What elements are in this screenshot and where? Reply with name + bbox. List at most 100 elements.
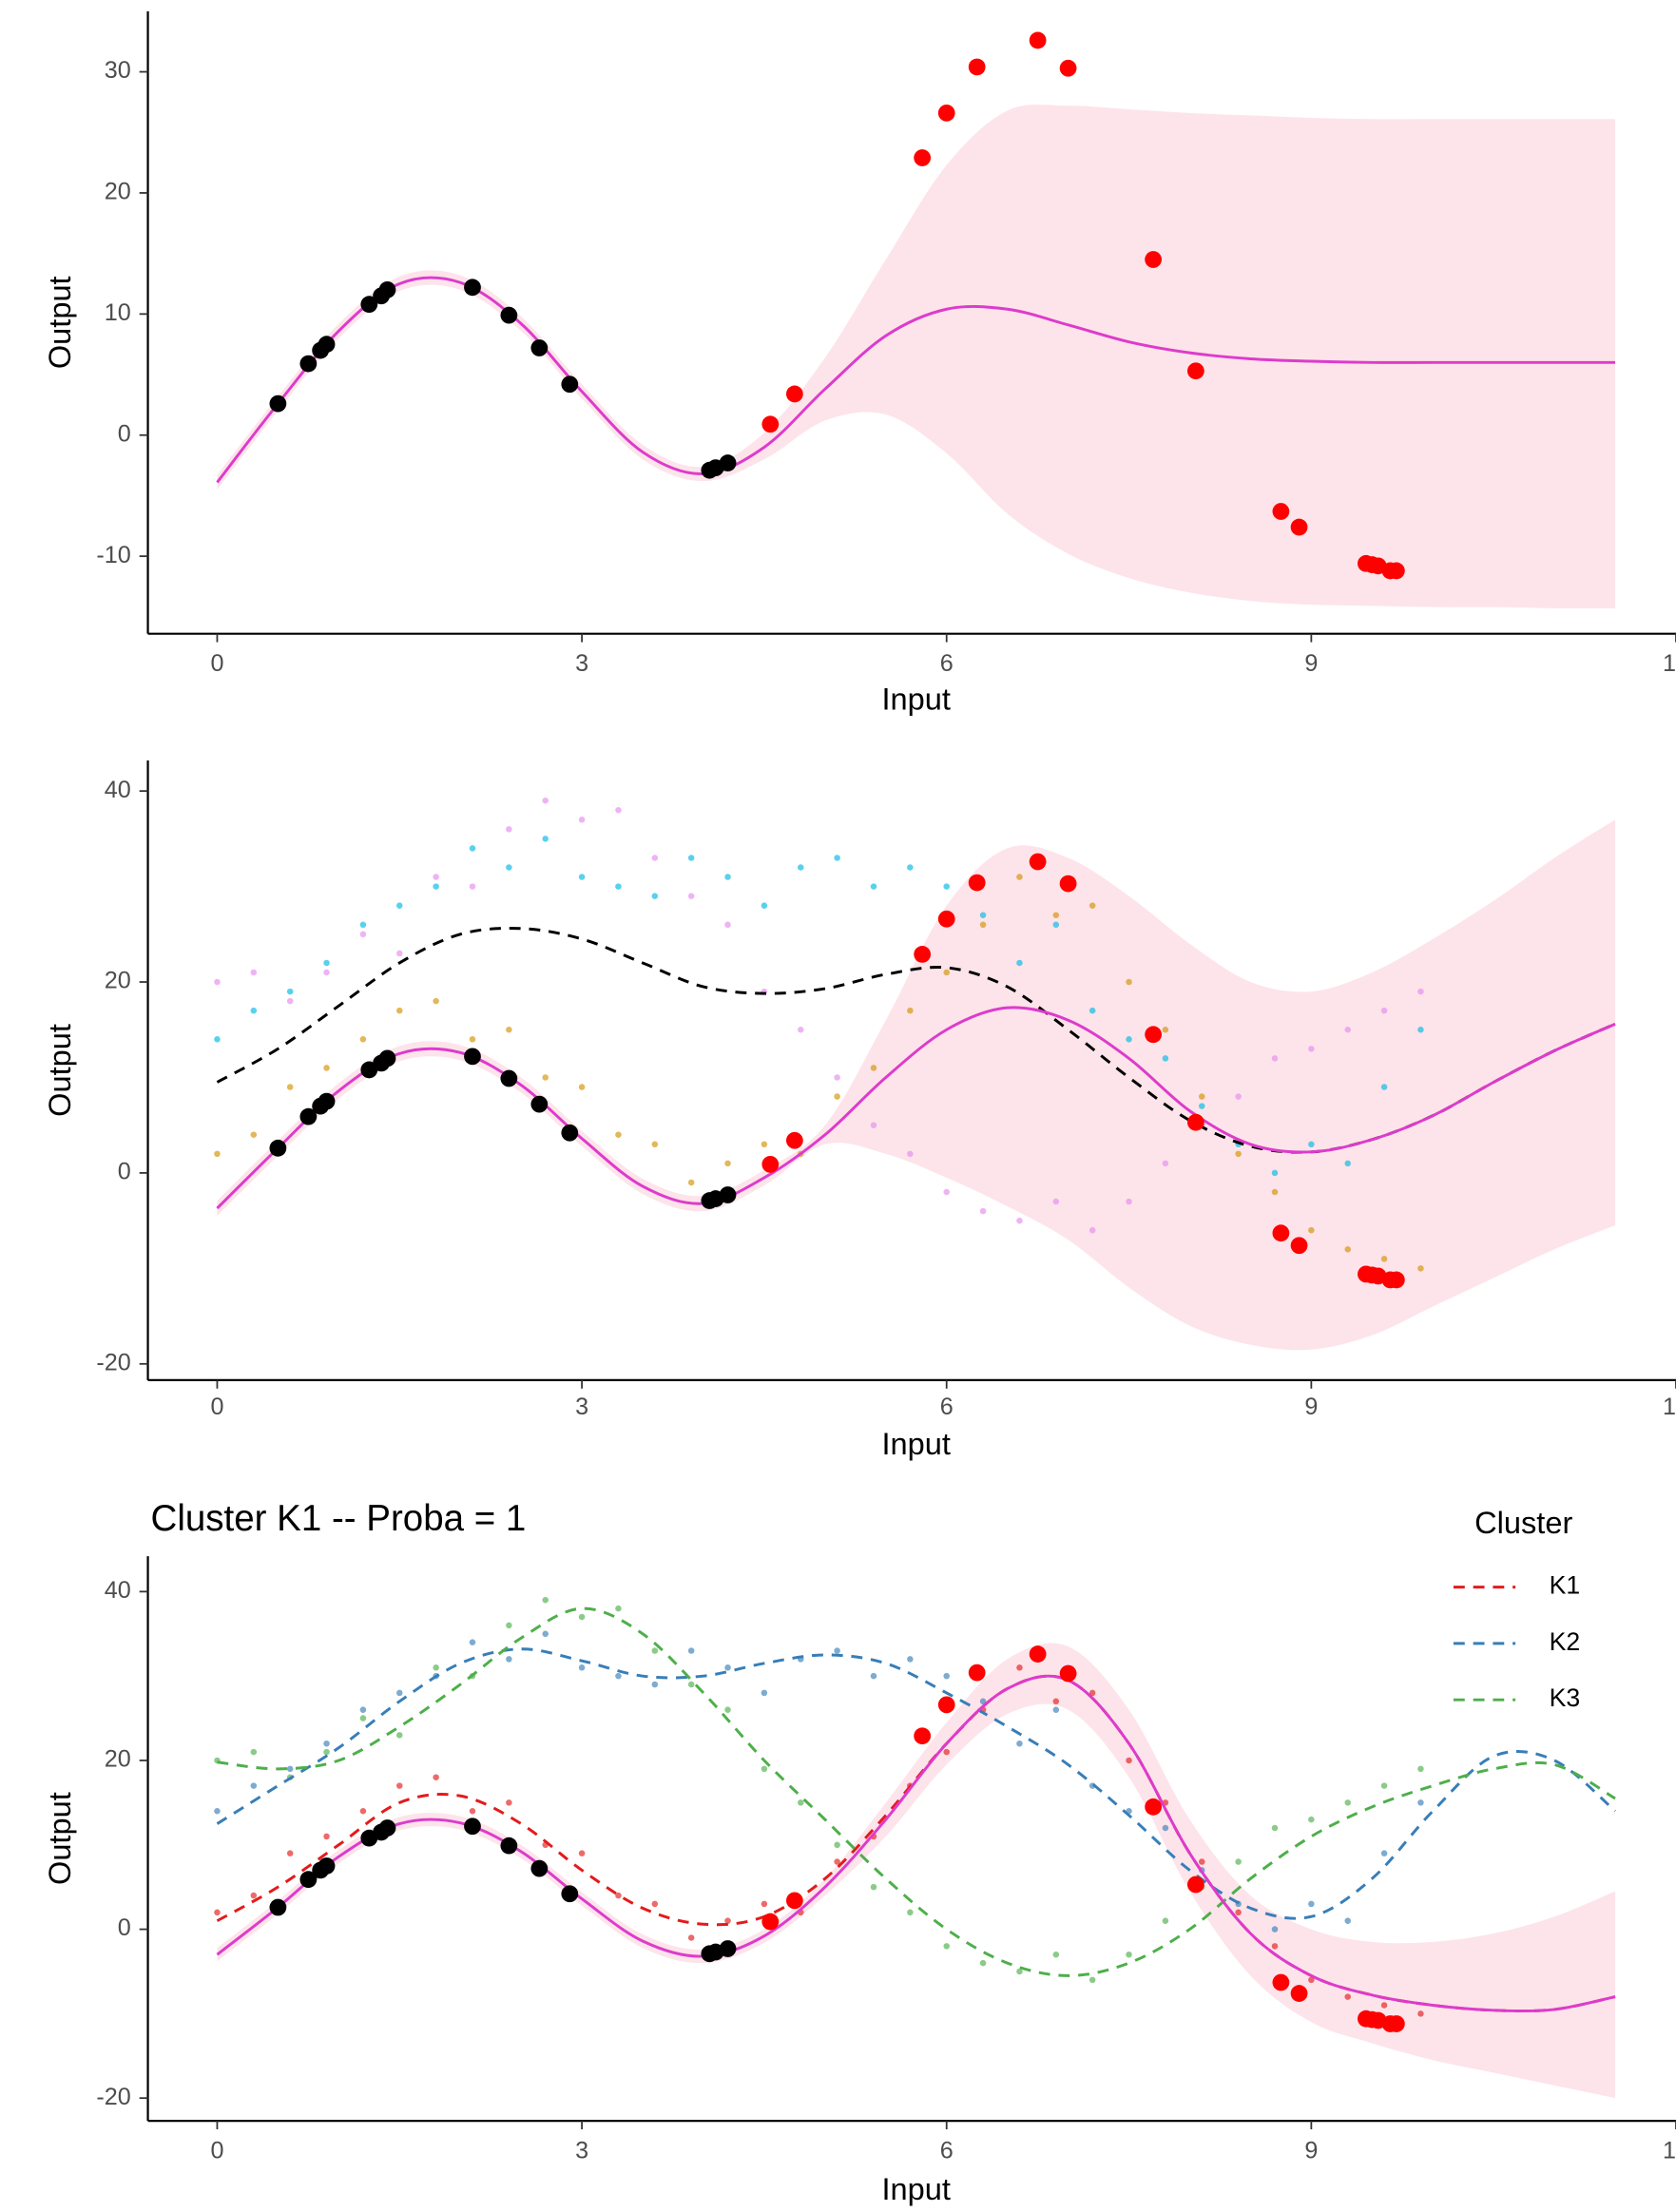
observation	[561, 375, 579, 394]
background-point	[578, 817, 586, 823]
observation	[719, 1940, 737, 1957]
background-point	[396, 1782, 403, 1789]
background-point	[286, 988, 294, 995]
background-point	[1308, 1976, 1315, 1984]
background-point	[1380, 1084, 1388, 1090]
background-point	[943, 1748, 950, 1756]
background-point	[724, 921, 731, 929]
observation	[318, 336, 336, 354]
background-point	[1380, 1850, 1388, 1856]
background-point	[1088, 1976, 1096, 1984]
background-point	[1417, 1799, 1424, 1806]
legend-title: Cluster	[1474, 1505, 1572, 1540]
background-point	[214, 1036, 221, 1043]
confidence-band	[217, 819, 1616, 1351]
background-point	[1199, 1103, 1205, 1109]
confidence-band	[217, 104, 1616, 609]
background-point	[798, 1799, 804, 1806]
background-point	[907, 1007, 914, 1014]
background-point	[979, 921, 987, 929]
observation	[1029, 853, 1047, 871]
background-point	[687, 1179, 695, 1186]
background-point	[943, 1943, 950, 1950]
background-point	[943, 969, 950, 976]
background-point	[469, 1639, 476, 1645]
x-tick-label: 3	[575, 2137, 588, 2164]
background-point	[1235, 1150, 1242, 1158]
observation	[914, 1727, 932, 1745]
x-tick-label: 9	[1304, 1394, 1318, 1420]
observation	[464, 279, 481, 297]
observation	[269, 1898, 287, 1916]
background-point	[469, 883, 476, 890]
background-point	[615, 1892, 622, 1899]
background-point	[250, 1131, 258, 1139]
background-point	[1235, 1858, 1242, 1865]
background-point	[651, 1681, 659, 1688]
x-tick-label: 0	[210, 2137, 223, 2164]
background-point	[1016, 959, 1023, 967]
background-point	[506, 864, 512, 871]
dashed-line	[217, 1606, 1616, 1977]
observation	[1059, 875, 1077, 893]
background-point	[1344, 1917, 1351, 1924]
observation	[1387, 562, 1405, 580]
observation	[378, 280, 396, 298]
background-point	[870, 1122, 877, 1128]
background-point	[687, 855, 695, 861]
legend-label: K3	[1550, 1683, 1581, 1712]
background-point	[687, 1647, 695, 1654]
background-point	[1199, 1858, 1205, 1865]
background-point	[433, 883, 439, 890]
observation	[937, 1696, 955, 1714]
background-point	[250, 1007, 258, 1014]
mean-line	[216, 276, 1616, 484]
background-point	[1308, 1226, 1315, 1234]
observation	[785, 385, 803, 403]
background-point	[1052, 921, 1060, 929]
background-point	[615, 1605, 622, 1612]
x-tick-label: 12	[1663, 1394, 1676, 1420]
background-point	[433, 1774, 439, 1780]
background-point	[798, 1026, 804, 1033]
background-point	[1126, 1757, 1132, 1764]
background-point	[1162, 1917, 1169, 1924]
y-tick-label: 40	[105, 777, 131, 803]
mean-line	[216, 1674, 1616, 2013]
background-point	[724, 1160, 731, 1167]
observation	[937, 104, 955, 122]
y-tick-label: 30	[105, 57, 131, 84]
observation	[360, 296, 378, 314]
background-point	[359, 931, 367, 938]
background-point	[1271, 1926, 1279, 1933]
confidence-band	[217, 1643, 1616, 2099]
observation	[761, 1155, 780, 1173]
y-tick-label: 20	[105, 179, 131, 205]
background-point	[323, 1748, 330, 1756]
background-point	[578, 1850, 586, 1856]
background-point	[1088, 902, 1096, 909]
background-point	[396, 902, 403, 909]
observation	[464, 1048, 481, 1066]
x-tick-label: 0	[210, 1394, 223, 1420]
background-point	[542, 797, 549, 804]
background-point	[1417, 1026, 1424, 1033]
background-point	[469, 1807, 476, 1815]
background-point	[214, 1150, 221, 1158]
observation	[937, 910, 955, 928]
background-point	[396, 1732, 403, 1739]
background-point	[323, 1740, 330, 1747]
observation	[1029, 1645, 1047, 1663]
background-point	[1126, 1951, 1132, 1958]
background-point	[1417, 2010, 1424, 2017]
observation	[500, 306, 518, 324]
observation	[378, 1819, 396, 1837]
observation	[500, 1837, 518, 1855]
background-point	[1088, 1226, 1096, 1234]
observation	[1272, 1224, 1290, 1242]
observation	[1272, 1973, 1290, 1991]
background-point	[1052, 1706, 1060, 1713]
background-point	[615, 1131, 622, 1139]
observation	[1145, 1026, 1163, 1044]
